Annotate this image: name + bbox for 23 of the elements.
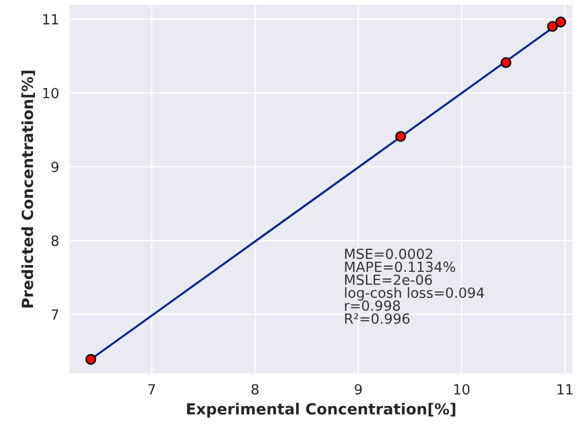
y-tick-label: 9 <box>51 162 58 172</box>
x-tick-label: 10 <box>454 384 470 395</box>
point <box>395 131 406 142</box>
annotation: r=0.998 <box>345 300 400 311</box>
x-tick-label: 9 <box>354 384 362 395</box>
y-tick-label: 10 <box>43 88 58 98</box>
annotation: MSLE=2e-06 <box>345 274 432 286</box>
point <box>500 57 512 68</box>
point <box>547 21 558 32</box>
annotation: MAPE=0.1134% <box>345 262 456 272</box>
annotation: MSE=0.0002 <box>345 248 432 260</box>
x-tick-label: 8 <box>252 384 258 395</box>
y-axis-title: Predicted Concentration[%] <box>21 70 36 308</box>
y-tick-label: 11 <box>43 14 58 24</box>
annotation: log-cosh loss=0.094 <box>345 287 484 301</box>
point <box>85 354 96 365</box>
y-tick-label: 7 <box>52 309 58 320</box>
x-tick-label: 7 <box>148 384 155 394</box>
point <box>555 16 566 28</box>
y-tick-label: 8 <box>52 235 58 246</box>
x-tick-label: 11 <box>558 384 572 394</box>
x-axis-title: Experimental Concentration[%] <box>187 402 456 418</box>
annotation: R²=0.996 <box>345 313 410 324</box>
